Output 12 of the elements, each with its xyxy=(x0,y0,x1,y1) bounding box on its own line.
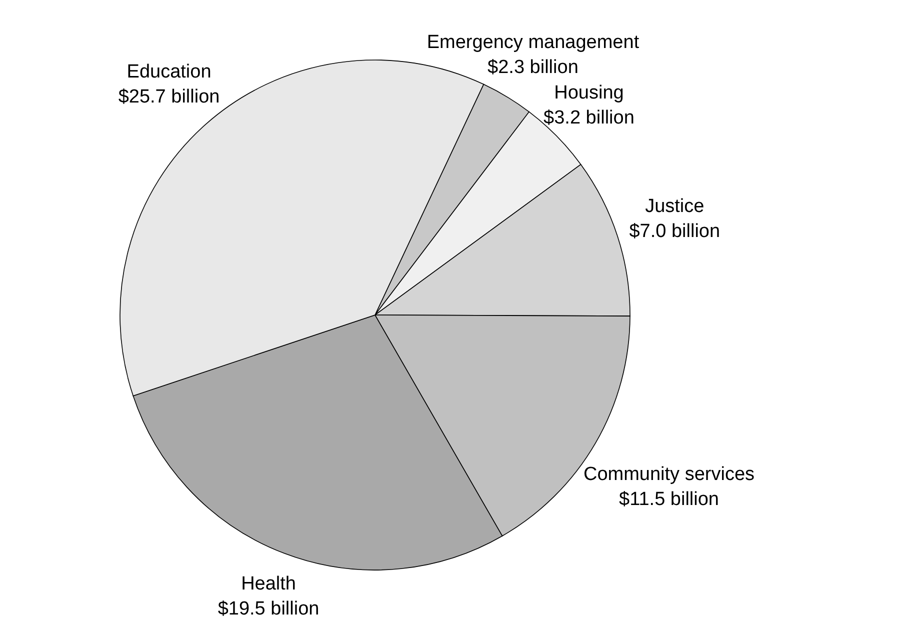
data-label: $2.3 billion xyxy=(488,57,578,78)
slice-label: Education xyxy=(126,61,212,82)
slice-label: Housing xyxy=(554,82,624,104)
data-label: $25.7 billion xyxy=(118,86,220,108)
slice-label: Community services xyxy=(583,464,755,485)
slice-label: Health xyxy=(241,573,296,594)
data-label: $11.5 billion xyxy=(618,488,720,510)
slice-label: Emergency management xyxy=(426,32,640,54)
data-label: $7.0 billion xyxy=(629,220,720,242)
data-label: $19.5 billion xyxy=(218,598,320,620)
slice-label: Justice xyxy=(645,196,704,217)
data-label: $3.2 billion xyxy=(544,108,634,129)
